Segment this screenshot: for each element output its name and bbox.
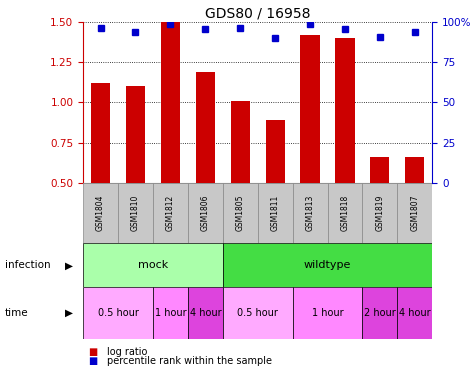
- Text: GSM1810: GSM1810: [131, 195, 140, 231]
- Bar: [405, 157, 424, 183]
- Text: GSM1813: GSM1813: [305, 195, 314, 231]
- Bar: [153, 287, 188, 339]
- Bar: [266, 120, 285, 183]
- Text: GSM1819: GSM1819: [375, 195, 384, 231]
- Text: ■: ■: [88, 347, 97, 357]
- Bar: [335, 38, 354, 183]
- Bar: [293, 183, 328, 243]
- Text: 1 hour: 1 hour: [312, 308, 343, 318]
- Bar: [118, 183, 153, 243]
- Bar: [301, 35, 320, 183]
- Bar: [153, 183, 188, 243]
- Bar: [196, 72, 215, 183]
- Bar: [362, 287, 398, 339]
- Bar: [362, 183, 398, 243]
- Title: GDS80 / 16958: GDS80 / 16958: [205, 7, 311, 21]
- Bar: [231, 101, 250, 183]
- Text: GSM1812: GSM1812: [166, 195, 175, 231]
- Text: ▶: ▶: [65, 260, 73, 270]
- Text: infection: infection: [5, 260, 50, 270]
- Bar: [91, 83, 110, 183]
- Bar: [126, 86, 145, 183]
- Bar: [83, 287, 153, 339]
- Text: ▶: ▶: [65, 308, 73, 318]
- Bar: [293, 287, 362, 339]
- Bar: [188, 183, 223, 243]
- Text: 2 hour: 2 hour: [364, 308, 396, 318]
- Text: GSM1811: GSM1811: [271, 195, 280, 231]
- Bar: [223, 243, 432, 287]
- Bar: [328, 183, 362, 243]
- Text: percentile rank within the sample: percentile rank within the sample: [107, 356, 272, 366]
- Text: mock: mock: [138, 260, 168, 270]
- Bar: [83, 183, 118, 243]
- Text: GSM1804: GSM1804: [96, 195, 105, 231]
- Text: log ratio: log ratio: [107, 347, 147, 357]
- Bar: [370, 157, 389, 183]
- Bar: [83, 243, 223, 287]
- Bar: [161, 22, 180, 183]
- Text: 1 hour: 1 hour: [154, 308, 186, 318]
- Text: wildtype: wildtype: [304, 260, 351, 270]
- Text: 4 hour: 4 hour: [399, 308, 431, 318]
- Text: 0.5 hour: 0.5 hour: [237, 308, 278, 318]
- Text: GSM1818: GSM1818: [341, 195, 350, 231]
- Text: GSM1806: GSM1806: [201, 195, 210, 231]
- Bar: [223, 287, 293, 339]
- Bar: [258, 183, 293, 243]
- Bar: [188, 287, 223, 339]
- Text: time: time: [5, 308, 28, 318]
- Text: 4 hour: 4 hour: [190, 308, 221, 318]
- Bar: [398, 287, 432, 339]
- Bar: [398, 183, 432, 243]
- Bar: [223, 183, 258, 243]
- Text: 0.5 hour: 0.5 hour: [97, 308, 139, 318]
- Text: GSM1805: GSM1805: [236, 195, 245, 231]
- Text: GSM1807: GSM1807: [410, 195, 419, 231]
- Text: ■: ■: [88, 356, 97, 366]
